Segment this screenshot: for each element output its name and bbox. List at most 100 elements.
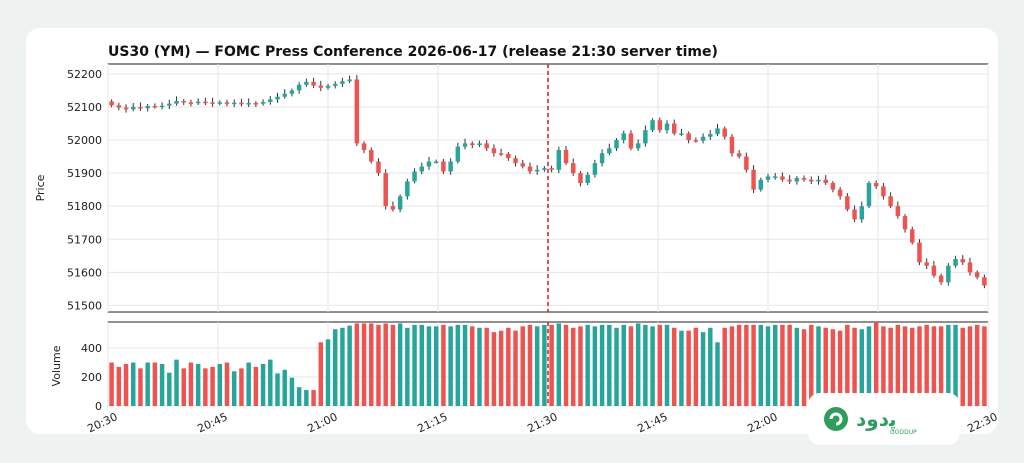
volume-bar xyxy=(383,323,388,406)
candle-body xyxy=(542,168,547,170)
volume-tick-label: 400 xyxy=(81,342,102,355)
volume-bar xyxy=(772,324,778,406)
candle-body xyxy=(138,106,143,109)
volume-bar xyxy=(520,326,525,406)
price-panel: 51500 51600 51700 51800 51900 52000 52100 52200 xyxy=(67,63,989,313)
candle-body xyxy=(159,105,165,108)
x-tick-label: 21:30 xyxy=(525,410,559,434)
candle-body xyxy=(470,143,475,146)
candle-body xyxy=(708,134,713,137)
candle-body xyxy=(426,161,432,167)
volume-bar xyxy=(686,330,691,406)
volume-bar xyxy=(231,371,237,406)
price-tick-label: 52100 xyxy=(67,101,102,114)
volume-bar xyxy=(607,324,612,406)
x-tick-label: 21:15 xyxy=(415,410,449,434)
candle-body xyxy=(873,183,879,187)
candle-body xyxy=(203,101,208,104)
volume-bar xyxy=(361,323,367,406)
candle-body xyxy=(693,140,699,142)
volume-bar xyxy=(556,323,562,406)
volume-bar xyxy=(116,366,122,406)
volume-bar xyxy=(657,324,663,406)
candle-body xyxy=(607,148,612,154)
volume-bar xyxy=(946,324,951,406)
volume-bar xyxy=(614,327,619,406)
volume-bar xyxy=(217,364,223,406)
volume-bar xyxy=(635,323,641,406)
candle-body xyxy=(751,169,756,190)
candle-body xyxy=(260,102,266,104)
volume-bar xyxy=(751,324,756,406)
x-tick-label: 20:45 xyxy=(195,410,229,434)
volume-bar xyxy=(953,324,958,406)
volume-bar xyxy=(866,326,872,406)
volume-panel: 0 200 400 xyxy=(81,321,989,413)
chart-title: US30 (YM) — FOMC Press Conference 2026-0… xyxy=(108,44,718,60)
volume-bar xyxy=(982,326,987,406)
candle-body xyxy=(311,81,316,86)
candle-body xyxy=(910,229,915,243)
candle-body xyxy=(657,120,663,131)
candle-body xyxy=(188,102,194,104)
volume-bar xyxy=(332,329,338,406)
candle-body xyxy=(635,143,641,149)
candle-body xyxy=(498,153,504,155)
candle-body xyxy=(772,176,778,178)
candle-body xyxy=(953,259,958,266)
volume-bar xyxy=(376,324,381,406)
volume-bar xyxy=(462,324,468,406)
volume-bar xyxy=(311,390,316,406)
volume-bar xyxy=(138,368,143,406)
volume-bar xyxy=(224,362,230,406)
volume-bar xyxy=(852,327,857,406)
candle-body xyxy=(441,161,446,172)
candle-body xyxy=(787,179,792,182)
candle-body xyxy=(123,107,129,110)
volume-bar xyxy=(729,326,735,406)
price-tick-label: 51800 xyxy=(67,200,102,213)
volume-bar xyxy=(924,324,929,406)
x-tick-label: 21:00 xyxy=(305,410,339,434)
candle-body xyxy=(167,103,172,106)
volume-bar xyxy=(441,324,446,406)
candle-body xyxy=(462,143,468,147)
candle-body xyxy=(534,169,540,172)
volume-bar xyxy=(397,323,403,406)
candle-body xyxy=(982,277,987,286)
candle-body xyxy=(181,101,186,103)
volume-bar xyxy=(527,324,533,406)
volume-bar xyxy=(722,327,727,406)
candle-body xyxy=(852,209,857,220)
volume-bar xyxy=(816,326,821,406)
candle-body xyxy=(816,179,821,182)
volume-bar xyxy=(268,359,273,406)
logo-text: ﭘﺩﻭﺩ xyxy=(856,407,897,431)
candle-body xyxy=(830,183,836,190)
volume-bar xyxy=(131,362,136,406)
volume-bar xyxy=(203,368,208,406)
candle-body xyxy=(513,158,518,164)
candle-body xyxy=(758,179,764,190)
volume-bar xyxy=(195,364,201,406)
volume-bar xyxy=(167,372,172,406)
volume-bar xyxy=(809,324,814,406)
candle-body xyxy=(571,163,576,174)
candle-body xyxy=(390,206,396,210)
candle-body xyxy=(318,85,324,88)
candle-body xyxy=(376,161,381,174)
candle-body xyxy=(506,153,511,159)
volume-bar xyxy=(960,327,965,406)
candle-body xyxy=(765,176,771,180)
candle-body xyxy=(895,206,901,217)
volume-bar xyxy=(174,359,179,406)
volume-bar xyxy=(542,324,547,406)
volume-bar xyxy=(181,368,186,406)
volume-bar xyxy=(823,327,828,406)
candle-body xyxy=(736,153,742,157)
volume-bar xyxy=(470,326,475,406)
candle-body xyxy=(902,216,908,230)
candle-body xyxy=(116,105,122,108)
candle-body xyxy=(210,102,215,104)
candle-body xyxy=(419,166,425,172)
